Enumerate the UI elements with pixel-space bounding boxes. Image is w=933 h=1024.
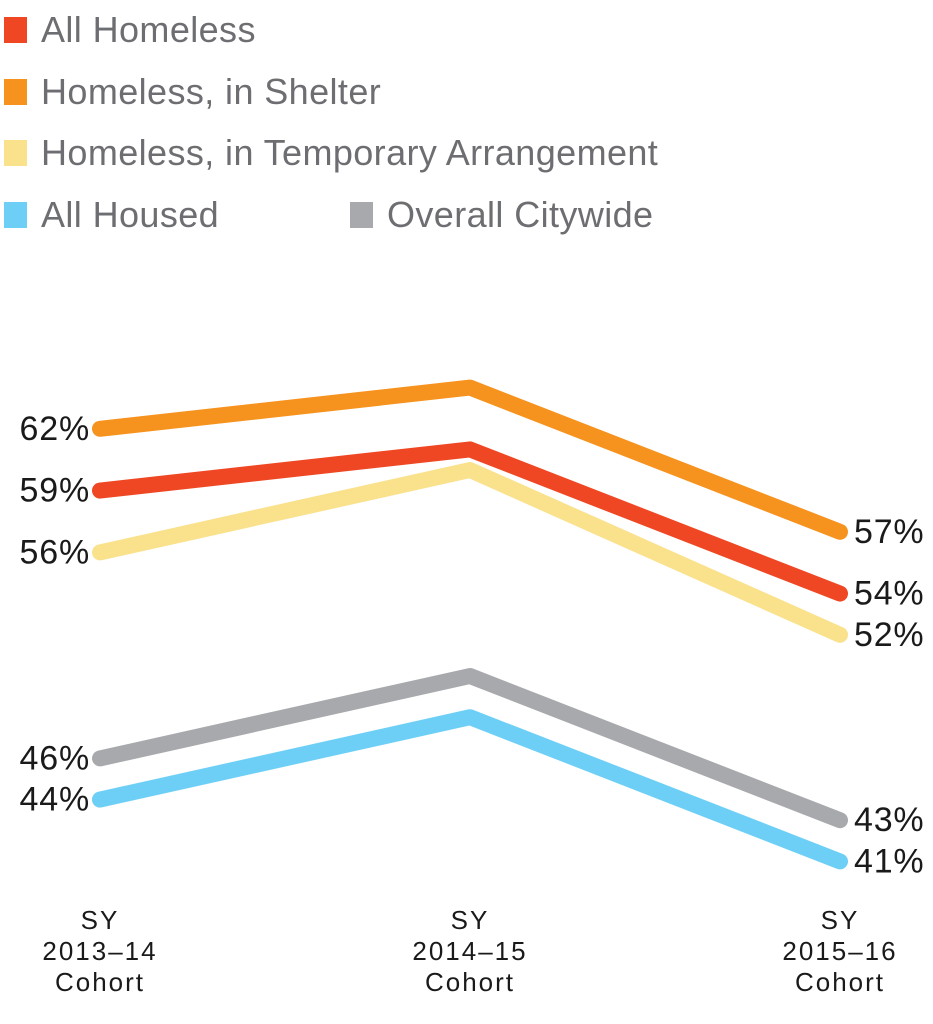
series-line-homeless-in-shelter [92, 379, 848, 540]
overall-citywide-swatch-icon [350, 202, 373, 228]
homeless-temporary-swatch-icon [4, 140, 27, 166]
value-label: 62% [20, 410, 90, 448]
value-label: 59% [20, 472, 90, 510]
series-line-all-homeless [92, 441, 848, 602]
legend-item-overall-citywide: Overall Citywide [350, 194, 653, 236]
legend-label: All Housed [41, 194, 220, 235]
series-line-homeless-in-temporary-arrangement [92, 462, 848, 643]
legend-row-4: All Housed Overall Citywide [4, 194, 653, 236]
value-label: 54% [854, 575, 924, 613]
legend-label: All Homeless [41, 9, 256, 50]
x-tick-label: SY 2015–16 Cohort [782, 905, 898, 997]
all-homeless-swatch-icon [4, 17, 27, 43]
series-line-all-housed [92, 709, 848, 870]
all-housed-swatch-icon [4, 202, 27, 228]
legend-item-homeless-temporary: Homeless, in Temporary Arrangement [4, 132, 658, 174]
series-line-overall-citywide [92, 668, 848, 829]
legend-item-homeless-in-shelter: Homeless, in Shelter [4, 71, 381, 113]
x-tick-label: SY 2013–14 Cohort [42, 905, 158, 997]
legend-row-3: Homeless, in Temporary Arrangement [4, 132, 658, 174]
legend-row-1: All Homeless [4, 9, 256, 51]
legend-label: Overall Citywide [387, 194, 654, 235]
value-label: 41% [854, 842, 924, 880]
value-label: 44% [20, 781, 90, 819]
legend-row-2: Homeless, in Shelter [4, 71, 381, 113]
x-tick-label: SY 2014–15 Cohort [412, 905, 528, 997]
legend-item-all-homeless: All Homeless [4, 9, 256, 51]
value-label: 57% [854, 513, 924, 551]
legend-label: Homeless, in Shelter [41, 71, 382, 112]
legend-item-all-housed: All Housed [4, 194, 219, 236]
legend-label: Homeless, in Temporary Arrangement [41, 132, 659, 173]
homeless-in-shelter-swatch-icon [4, 79, 27, 105]
value-label: 46% [20, 739, 90, 777]
value-label: 52% [854, 616, 924, 654]
value-label: 43% [854, 801, 924, 839]
value-label: 56% [20, 533, 90, 571]
